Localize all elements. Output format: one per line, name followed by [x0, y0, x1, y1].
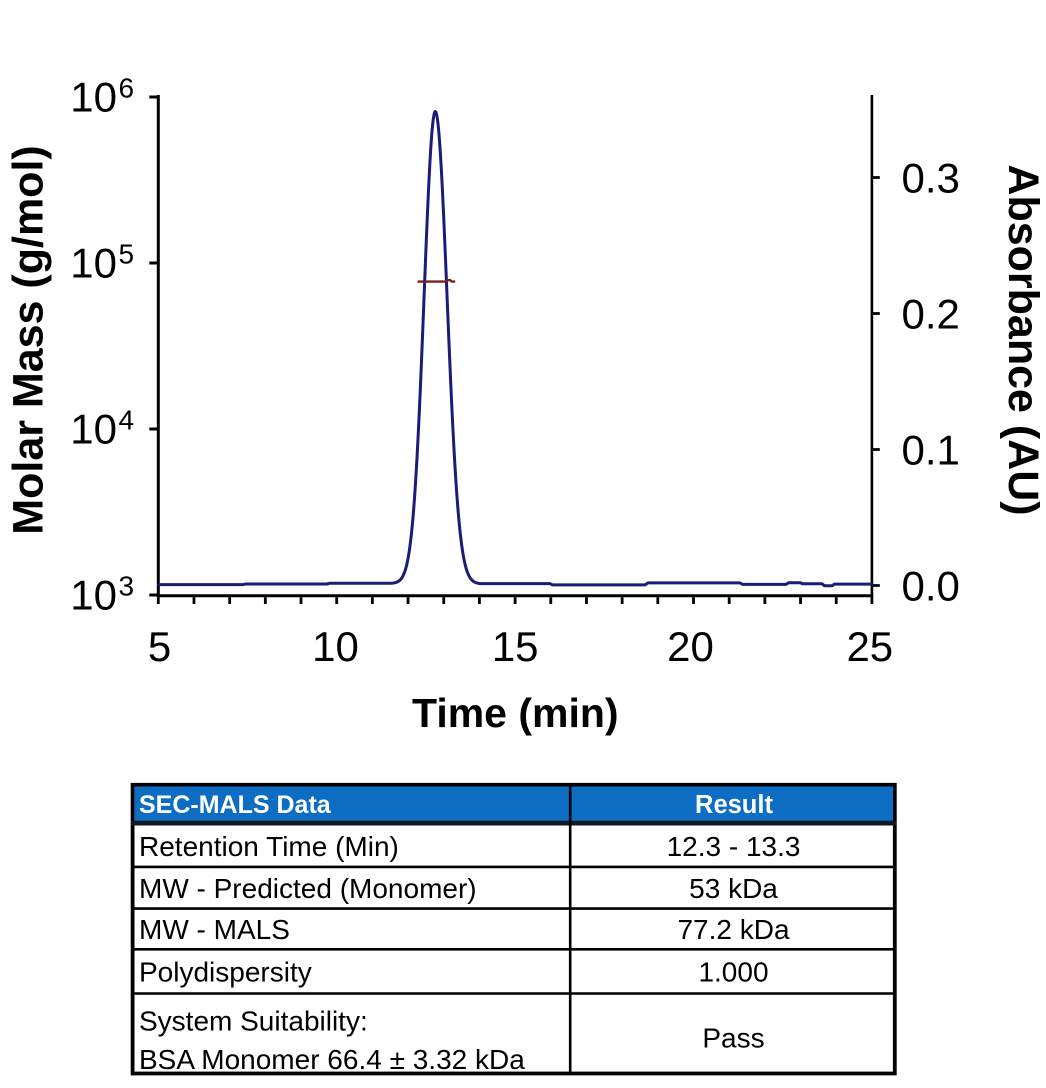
svg-text:12.3 - 13.3: 12.3 - 13.3 [667, 831, 801, 862]
svg-text:0.3: 0.3 [902, 154, 960, 201]
svg-text:0.1: 0.1 [902, 426, 960, 473]
svg-text:5: 5 [148, 623, 171, 670]
svg-text:6: 6 [119, 73, 135, 104]
svg-text:0.0: 0.0 [902, 562, 960, 609]
svg-text:20: 20 [667, 623, 714, 670]
svg-text:Absorbance (AU): Absorbance (AU) [999, 164, 1046, 515]
svg-text:15: 15 [492, 623, 539, 670]
svg-text:3: 3 [119, 571, 135, 602]
svg-text:Time (min): Time (min) [412, 690, 619, 736]
svg-text:10: 10 [70, 572, 117, 619]
svg-text:0.2: 0.2 [902, 290, 960, 337]
svg-text:MW - MALS: MW - MALS [139, 914, 290, 945]
svg-text:Pass: Pass [702, 1023, 764, 1054]
svg-text:77.2 kDa: 77.2 kDa [677, 914, 789, 945]
svg-text:MW - Predicted (Monomer): MW - Predicted (Monomer) [139, 873, 477, 904]
svg-text:10: 10 [70, 406, 117, 453]
svg-text:SEC-MALS Data: SEC-MALS Data [139, 791, 332, 819]
svg-text:Result: Result [695, 791, 773, 819]
svg-text:5: 5 [119, 239, 135, 270]
svg-text:10: 10 [312, 623, 359, 670]
svg-text:10: 10 [70, 240, 117, 287]
svg-text:BSA Monomer 66.4 ± 3.32 kDa: BSA Monomer 66.4 ± 3.32 kDa [139, 1044, 525, 1075]
svg-text:System Suitability:: System Suitability: [139, 1006, 368, 1037]
svg-text:Molar Mass (g/mol): Molar Mass (g/mol) [5, 145, 53, 534]
svg-text:Polydispersity: Polydispersity [139, 957, 312, 988]
svg-text:53 kDa: 53 kDa [689, 873, 778, 904]
svg-text:1.000: 1.000 [698, 957, 768, 988]
svg-text:4: 4 [119, 405, 135, 436]
svg-text:Retention Time (Min): Retention Time (Min) [139, 831, 399, 862]
svg-text:10: 10 [70, 74, 117, 121]
svg-text:25: 25 [846, 623, 893, 670]
